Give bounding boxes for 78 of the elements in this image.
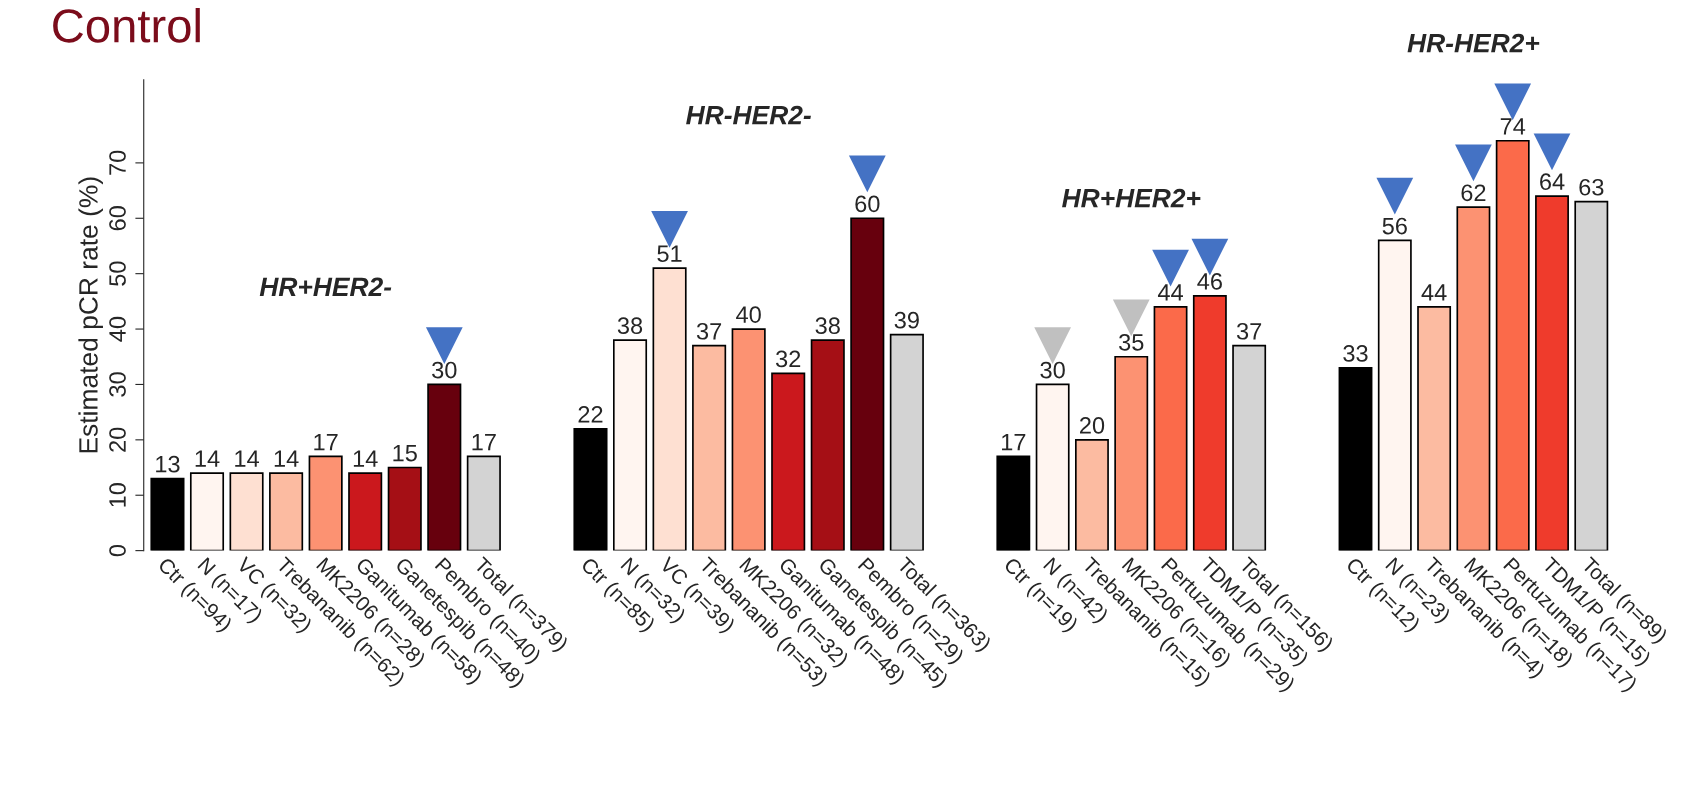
bar [150,477,185,551]
data-label: 14 [235,450,259,467]
y-tick-label: 0 [109,544,126,557]
data-label: 17 [472,433,496,451]
bar [612,339,648,551]
bar [1192,294,1227,551]
data-label: 63 [1579,178,1604,196]
data-label: 15 [393,445,417,462]
y-tick-label: 20 [109,427,126,452]
y-tick-label: 40 [109,316,126,342]
chart-title: HR-HER2- [686,105,811,125]
data-label: 33 [1343,345,1368,362]
y-tick-label: 60 [109,206,126,231]
bar [1114,355,1149,551]
bar [1456,206,1491,551]
data-label: 44 [1421,284,1447,301]
bar [692,344,727,551]
bar [573,427,608,551]
bar [348,472,383,551]
data-label: 44 [1157,284,1183,301]
y-tick-label: 50 [109,261,126,286]
data-label: 37 [1236,322,1262,340]
chart-title: HR-HER2+ [1407,33,1540,53]
data-label: 13 [156,455,180,473]
bar [1075,439,1109,551]
bar [1232,344,1267,551]
data-label: 38 [815,317,840,335]
chart-title: HR+HER2+ [1062,188,1201,208]
bar [850,217,885,551]
data-label: 17 [1002,433,1026,451]
data-label: 51 [657,245,682,263]
bar [1153,306,1188,551]
bar [1535,195,1569,551]
data-label: 14 [353,450,378,467]
bar [810,339,845,551]
data-label: 32 [775,350,801,368]
bar [427,383,462,551]
data-label: 60 [855,195,880,213]
data-label: 30 [432,361,457,379]
bar [308,455,343,551]
data-label: 64 [1540,173,1565,191]
bar [1338,366,1373,551]
bar [1417,306,1452,551]
bar [229,472,264,551]
y-tick-label: 10 [109,483,126,507]
data-label: 39 [894,311,919,329]
bar [652,267,687,551]
y-tick-label: 30 [109,372,126,397]
data-label: 35 [1119,333,1144,351]
data-label: 38 [617,317,643,335]
text: Control [53,7,200,43]
bar [189,472,225,551]
data-label: 17 [314,433,338,451]
y-tick-label: 70 [109,150,126,175]
data-label: 37 [696,322,722,340]
bar [771,372,806,551]
data-label: 14 [195,450,220,467]
data-label: 46 [1197,273,1222,290]
data-label: 74 [1500,118,1526,135]
data-label: 56 [1382,217,1407,235]
data-label: 40 [736,306,761,323]
bar [1574,200,1609,551]
bar [1495,139,1530,551]
data-label: 30 [1040,361,1065,379]
bar [731,328,766,551]
data-label: 14 [274,450,299,467]
y-axis-title: Estimated pCR rate (%) [78,177,103,453]
bar [889,333,924,551]
bar [996,455,1031,551]
bar [387,466,422,551]
bar [466,455,501,551]
data-label: 20 [1080,417,1105,434]
data-label: 62 [1461,184,1486,202]
text: HR+HER2- [259,277,392,296]
bar [1035,383,1070,551]
bar [1377,239,1412,551]
bar [269,472,304,551]
data-label: 22 [578,405,603,423]
